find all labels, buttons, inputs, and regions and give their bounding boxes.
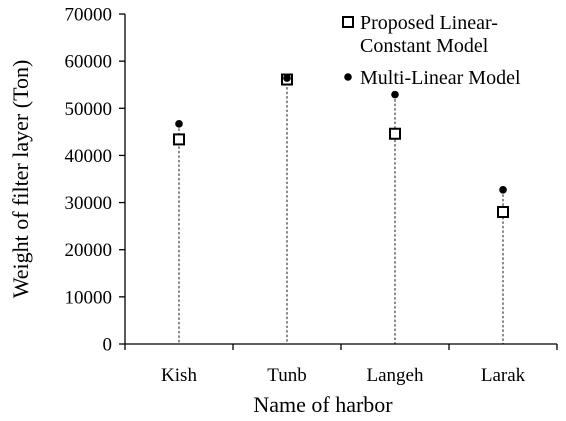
point-multi-linear — [283, 74, 291, 82]
y-tick-label: 0 — [103, 335, 113, 356]
point-linear-constant — [389, 127, 401, 140]
y-tick-label: 50000 — [65, 99, 113, 120]
y-tick-label: 30000 — [65, 193, 113, 214]
point-multi-linear — [499, 186, 507, 194]
y-tick-label: 60000 — [65, 52, 113, 73]
x-axis-title: Name of harbor — [253, 392, 393, 417]
legend-label: Constant Model — [360, 35, 489, 57]
y-axis-title: Weight of filter layer (Ton) — [8, 60, 33, 299]
x-axis-ticks: Kish Tunb Langeh Larak — [124, 344, 558, 386]
x-tick-label: Langeh — [367, 365, 424, 386]
point-multi-linear — [391, 90, 399, 99]
y-tick-label: 10000 — [65, 287, 113, 308]
y-axis-ticks: 0 10000 20000 30000 40000 50000 60000 70000 — [65, 5, 125, 356]
point-linear-constant — [173, 133, 185, 146]
legend-label: Proposed Linear- — [360, 12, 498, 34]
y-axis-title-group: Weight of filter layer (Ton) — [8, 60, 33, 299]
x-tick-label: Tunb — [267, 365, 306, 386]
point-linear-constant — [497, 206, 509, 218]
x-tick-label: Kish — [161, 365, 197, 386]
y-tick-label: 20000 — [65, 240, 113, 261]
legend-marker-multi-linear — [344, 73, 352, 81]
legend-marker-linear-constant — [342, 16, 354, 28]
point-multi-linear — [175, 120, 183, 128]
data-points — [173, 73, 509, 218]
y-tick-label: 70000 — [65, 5, 113, 26]
axes — [124, 14, 557, 345]
y-tick-label: 40000 — [65, 146, 113, 167]
x-tick-label: Larak — [481, 365, 526, 386]
legend-label: Multi-Linear Model — [360, 67, 521, 89]
legend: Proposed Linear-Constant Model Multi-Line… — [342, 12, 521, 89]
drop-lines — [178, 78, 504, 344]
